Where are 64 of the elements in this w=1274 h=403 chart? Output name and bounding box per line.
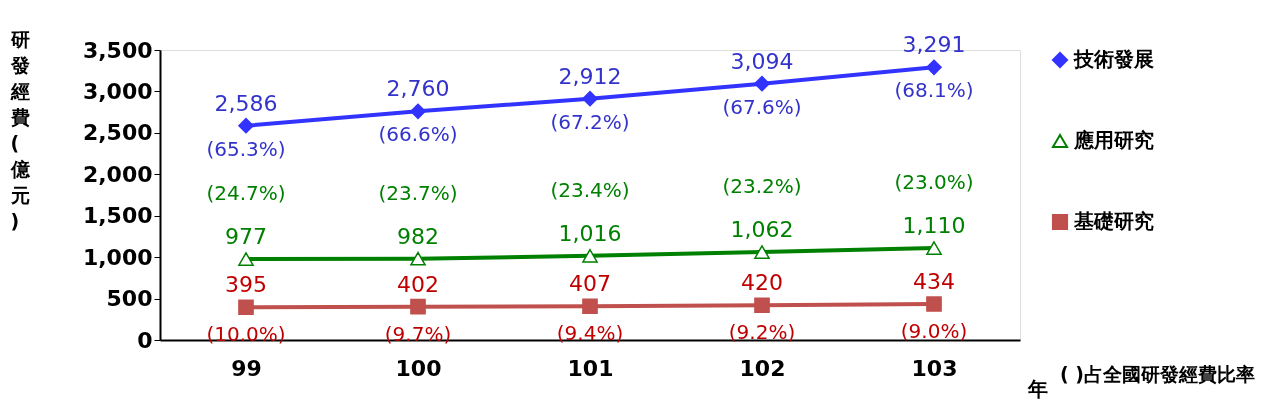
legend-label: 技術發展 [1073, 47, 1154, 71]
y-tick-label: 1,000 [82, 244, 153, 270]
y-tick-label: 2,500 [82, 120, 153, 146]
point [238, 252, 254, 266]
x-axis-title: 年 [1027, 377, 1048, 401]
data-label: 977 [225, 224, 267, 250]
y-tick-label: 500 [106, 286, 153, 312]
x-tick-label: 100 [395, 355, 442, 381]
point [754, 245, 770, 259]
annotation: (9.4%) [556, 321, 624, 346]
annotation: (67.6%) [722, 94, 802, 119]
data-label: 420 [741, 270, 783, 296]
point [582, 298, 598, 315]
x-tick-label: 99 [231, 355, 262, 381]
data-label: 434 [913, 269, 955, 295]
annotation: (66.6%) [378, 122, 458, 147]
annotation: (68.1%) [894, 78, 974, 103]
data-label: 2,760 [386, 76, 450, 102]
point [238, 117, 254, 134]
annotation: (67.2%) [550, 109, 630, 134]
data-label: 2,912 [558, 63, 622, 89]
data-label: 1,110 [902, 213, 966, 239]
data-label: 3,094 [730, 48, 794, 74]
data-label: 982 [397, 223, 439, 249]
annotation: (9.0%) [900, 319, 968, 344]
y-axis-title: 研發經費(億元) [9, 27, 31, 232]
point [410, 251, 426, 266]
data-label: 395 [225, 272, 267, 298]
annotation: (23.7%) [378, 180, 458, 205]
data-label: 3,291 [902, 32, 966, 58]
x-tick-label: 102 [739, 355, 786, 381]
point [410, 103, 426, 120]
annotation: (65.3%) [206, 136, 286, 161]
data-label: 402 [397, 271, 439, 297]
data-label: 2,586 [214, 90, 278, 116]
annotation: (24.7%) [206, 181, 286, 206]
point [926, 241, 942, 255]
annotation: (9.7%) [384, 321, 452, 346]
x-tick-label: 101 [567, 355, 614, 381]
point [410, 298, 426, 315]
point [754, 297, 770, 314]
legend-label: 基礎研究 [1073, 209, 1154, 233]
data-label: 1,016 [558, 220, 622, 246]
y-tick-label: 3,000 [82, 78, 153, 104]
y-tick-label: 1,500 [82, 203, 153, 229]
annotation: (9.2%) [728, 320, 796, 345]
point [582, 90, 598, 107]
y-tick-label: 3,500 [82, 37, 153, 63]
annotation: (10.0%) [206, 322, 286, 347]
data-label: 1,062 [730, 217, 794, 243]
point [926, 59, 942, 76]
text: ( )占全國研發經費比率 [1060, 363, 1255, 385]
data-label: 407 [569, 271, 611, 297]
legend-label: 應用研究 [1073, 128, 1154, 152]
y-tick-label: 0 [137, 327, 153, 353]
point [582, 248, 598, 263]
annotation: (23.2%) [722, 174, 802, 199]
point [238, 299, 254, 316]
annotation: (23.0%) [894, 170, 974, 195]
y-tick-label: 2,000 [82, 161, 153, 187]
point [754, 75, 770, 92]
point [926, 296, 942, 312]
x-tick-label: 103 [911, 355, 958, 381]
annotation: (23.4%) [550, 177, 630, 202]
